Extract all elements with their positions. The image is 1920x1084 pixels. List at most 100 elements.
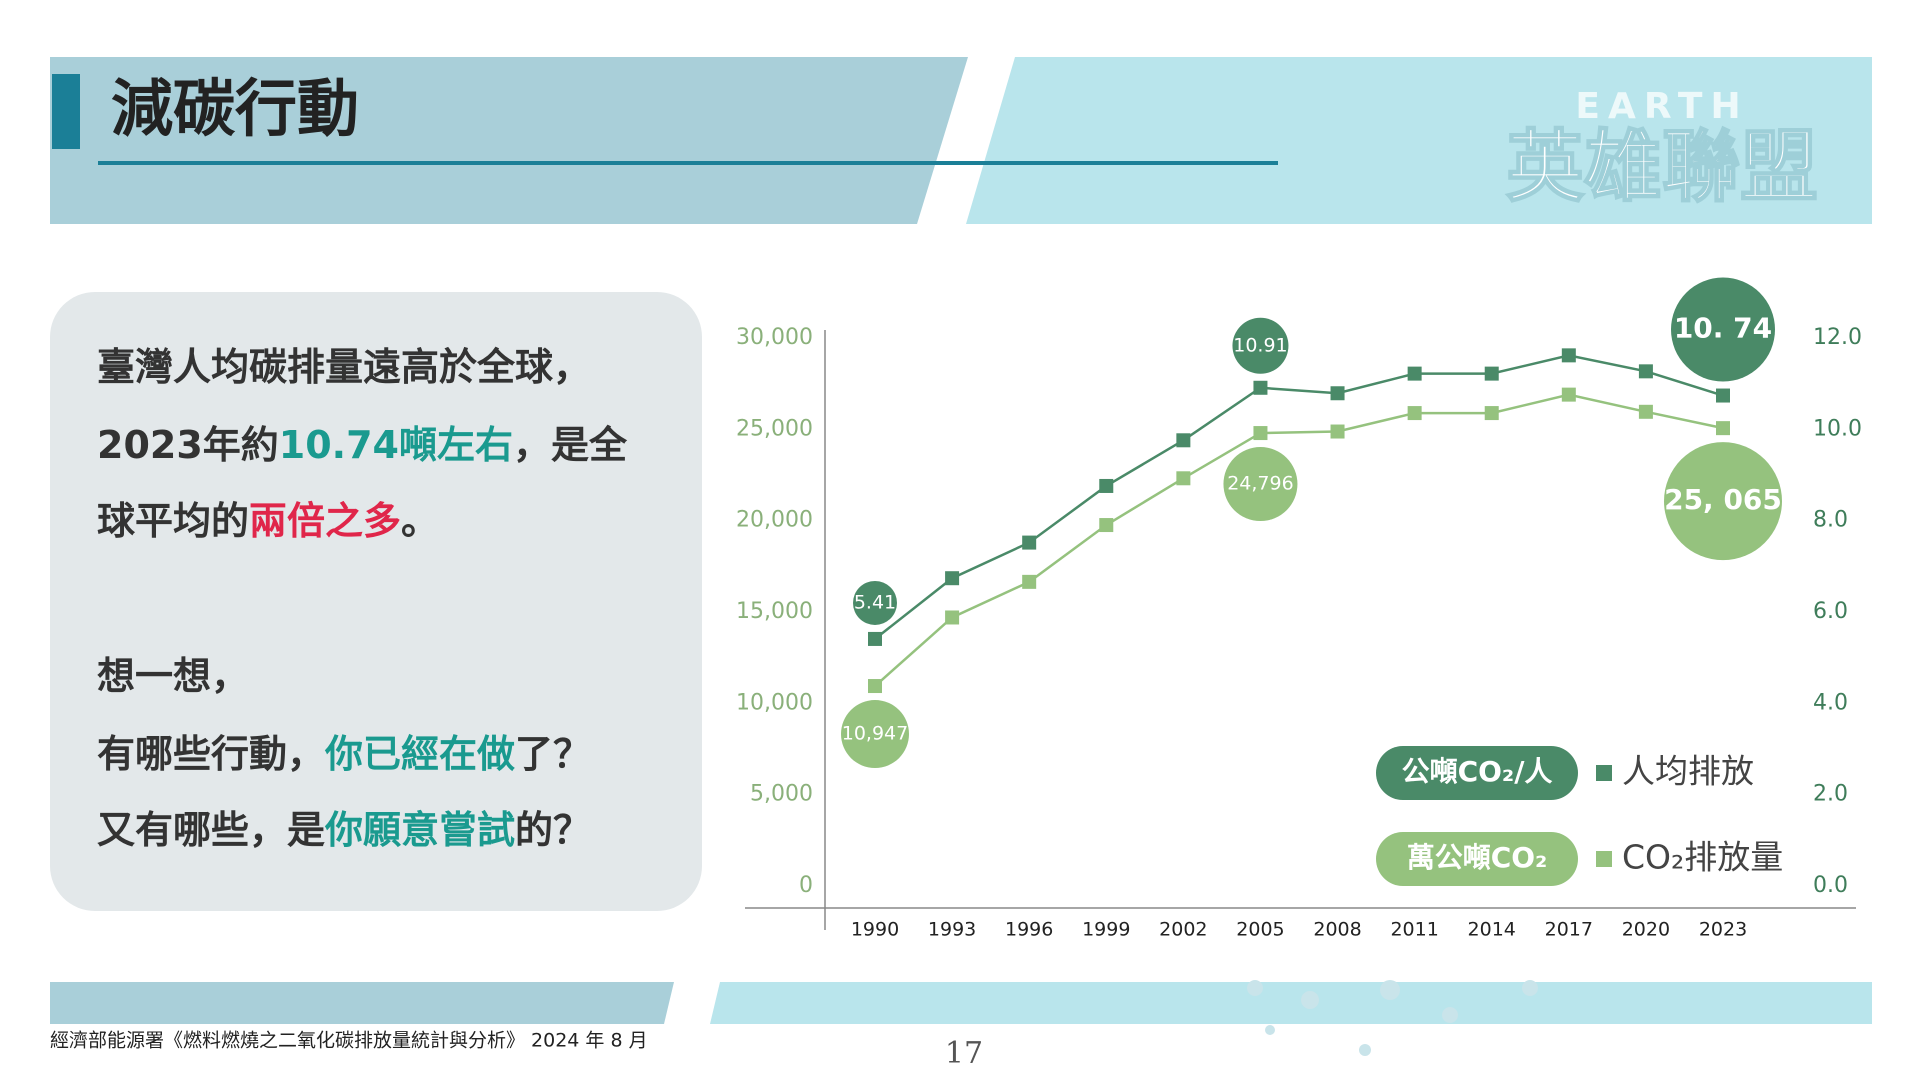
- point: [1022, 535, 1037, 550]
- point: [1099, 518, 1114, 533]
- point: [1716, 421, 1730, 436]
- text-segment: 的？: [515, 808, 591, 852]
- label-bubble: [853, 580, 897, 625]
- y-tick-label: 0: [799, 873, 813, 898]
- paragraph: 臺灣人均碳排量遠高於全球， 2023年約10.74噸左右，是全球平均的兩倍之多。想…: [97, 345, 628, 852]
- chart: 0 5,000 10,000 15,000 20,000 25,000 30,000 0.0 2…: [736, 277, 1862, 941]
- series-line: [874, 393, 1724, 687]
- point: [1253, 380, 1268, 395]
- point: [1638, 364, 1653, 379]
- x-tick-label: 2020: [1622, 919, 1670, 941]
- x-tick-label: 2017: [1545, 919, 1593, 941]
- y2-tick-label: 2.0: [1813, 782, 1848, 807]
- text-segment: 臺灣人均碳排量遠高於全球，: [97, 345, 591, 389]
- y-tick-label: 15,000: [736, 599, 813, 624]
- x-tick-label: 2023: [1699, 919, 1747, 941]
- data-label: 24,796: [1227, 473, 1293, 495]
- data-label: 10. 74: [1674, 312, 1772, 345]
- point: [1176, 471, 1191, 486]
- point: [1561, 387, 1576, 402]
- x-tick-label: 2005: [1236, 919, 1284, 941]
- footer-band: [710, 982, 1872, 1024]
- y2-tick-label: 4.0: [1813, 690, 1848, 715]
- label-bubble: [1232, 317, 1289, 374]
- text-segment: 10.74噸左右: [279, 423, 513, 467]
- point: [945, 571, 960, 586]
- point: [1484, 406, 1499, 421]
- text-segment: 。: [401, 499, 439, 543]
- header-band: [966, 57, 1872, 224]
- point: [1253, 426, 1268, 441]
- text-segment: 2023年約: [97, 423, 279, 467]
- legend-swatch: [1596, 851, 1612, 867]
- point: [1330, 386, 1345, 401]
- source: 經濟部能源署《燃料燃燒之二氧化碳排放量統計與分析》 2024 年 8 月: [50, 1030, 648, 1052]
- data-label: 10.91: [1233, 334, 1287, 356]
- y2-tick-label: 0.0: [1813, 873, 1848, 898]
- text-line: 球平均的兩倍之多。: [97, 499, 439, 543]
- point: [1407, 366, 1422, 381]
- y-tick-label: 30,000: [736, 325, 813, 350]
- y2-tick-label: 10.0: [1813, 416, 1862, 441]
- text-segment: ，是全: [513, 423, 628, 467]
- point: [945, 610, 960, 625]
- data-label: 5.41: [854, 591, 896, 613]
- label-bubble: [1671, 277, 1775, 382]
- text-line: 2023年約10.74噸左右，是全: [97, 423, 628, 467]
- text-line: 有哪些行動，你已經在做了？: [97, 732, 591, 776]
- data-label: 10,947: [842, 723, 908, 745]
- x-tick-label: 1999: [1082, 919, 1130, 941]
- text-segment: 你已經在做: [324, 732, 515, 776]
- title-accent: [52, 74, 80, 149]
- footer-band: [50, 982, 674, 1024]
- point: [1716, 388, 1730, 403]
- y2-tick-label: 12.0: [1813, 325, 1862, 350]
- legend-label: 人均排放: [1622, 752, 1754, 791]
- text-segment: 想一想，: [97, 654, 249, 698]
- point: [1407, 406, 1422, 421]
- point: [1176, 433, 1191, 448]
- x-tick-label: 2014: [1468, 919, 1516, 941]
- point: [868, 631, 882, 646]
- series-line: [874, 354, 1724, 640]
- legend-unit: 公噸CO₂/人: [1402, 755, 1553, 788]
- x-tick-label: 2002: [1159, 919, 1207, 941]
- point: [1099, 478, 1114, 493]
- data-label: 25, 065: [1664, 483, 1782, 516]
- header-band: [50, 57, 968, 224]
- x-tick-label: 1993: [928, 919, 976, 941]
- legend-label: CO₂排放量: [1622, 838, 1783, 877]
- point: [868, 679, 882, 694]
- y-tick-label: 20,000: [736, 508, 813, 533]
- x-tick-label: 1996: [1005, 919, 1053, 941]
- y2-tick-label: 8.0: [1813, 508, 1848, 533]
- label-bubble: [841, 700, 909, 769]
- text-segment: 兩倍之多: [249, 499, 401, 543]
- text-segment: 你願意嘗試: [324, 808, 515, 852]
- text-line: 臺灣人均碳排量遠高於全球，: [97, 345, 591, 389]
- x-tick-label: 2011: [1390, 919, 1438, 941]
- text-segment: 有哪些行動，: [97, 732, 325, 776]
- legend-swatch: [1596, 765, 1612, 781]
- text-box: [50, 292, 702, 911]
- text-line: 又有哪些，是你願意嘗試的？: [97, 808, 591, 852]
- legend-pill: [1376, 746, 1578, 800]
- slide-title: 減碳行動: [111, 72, 359, 145]
- x-tick-label: 1990: [851, 919, 899, 941]
- page-number: 17: [945, 1036, 983, 1071]
- y2-tick-label: 6.0: [1813, 599, 1848, 624]
- text-segment: 球平均的: [97, 499, 249, 543]
- text-line: 想一想，: [97, 654, 249, 698]
- point: [1561, 348, 1576, 363]
- point: [1330, 424, 1345, 439]
- y-tick-label: 10,000: [736, 690, 813, 715]
- point: [1484, 366, 1499, 381]
- label-bubble: [1223, 447, 1298, 522]
- label-bubble: [1664, 442, 1782, 561]
- point: [1022, 574, 1037, 589]
- x-tick-label: 2008: [1313, 919, 1361, 941]
- text-segment: 了？: [515, 732, 591, 776]
- decor-dots: [1247, 980, 1538, 1056]
